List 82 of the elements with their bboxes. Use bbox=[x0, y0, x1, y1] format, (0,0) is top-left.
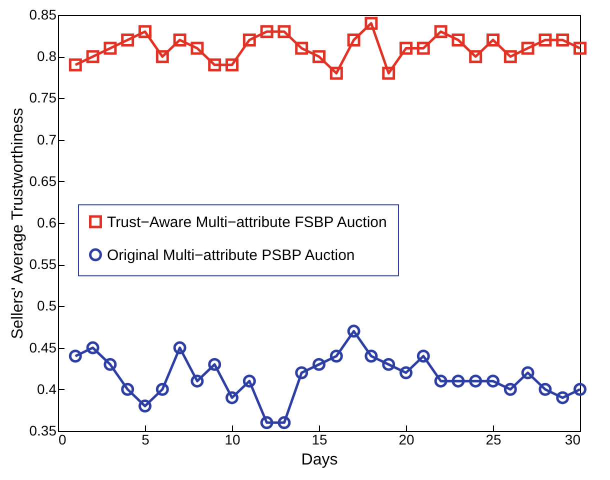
point bbox=[400, 42, 412, 55]
x-tick-label: 20 bbox=[398, 432, 414, 448]
x-tick-label: 5 bbox=[142, 432, 150, 448]
point bbox=[68, 350, 82, 363]
point bbox=[364, 16, 378, 30]
point bbox=[68, 58, 82, 72]
legend-label: Original Multi−attribute PSBP Auction bbox=[107, 246, 355, 264]
point bbox=[416, 350, 430, 363]
point bbox=[347, 33, 360, 46]
point bbox=[121, 33, 134, 46]
point bbox=[242, 374, 256, 388]
y-tick-label: 0.6 bbox=[37, 214, 57, 230]
point bbox=[312, 358, 326, 371]
point bbox=[521, 42, 534, 55]
point bbox=[226, 58, 238, 72]
point bbox=[104, 42, 117, 55]
point bbox=[469, 50, 482, 64]
point bbox=[538, 382, 552, 396]
point bbox=[295, 42, 308, 55]
point bbox=[226, 391, 238, 404]
point bbox=[382, 66, 396, 80]
point bbox=[574, 382, 586, 396]
point bbox=[242, 33, 256, 46]
point bbox=[416, 42, 430, 55]
y-tick-label: 0.55 bbox=[29, 256, 57, 272]
point bbox=[260, 416, 274, 430]
point bbox=[434, 374, 448, 388]
point bbox=[86, 341, 100, 354]
point bbox=[486, 33, 500, 46]
point bbox=[556, 33, 570, 46]
x-tick-label: 15 bbox=[312, 432, 328, 448]
point bbox=[104, 358, 117, 371]
point bbox=[121, 382, 134, 396]
y-axis-title: Sellers' Average Trustworthiness bbox=[9, 108, 26, 340]
point bbox=[452, 33, 465, 46]
y-tick-label: 0.45 bbox=[29, 339, 57, 356]
point bbox=[278, 25, 291, 38]
point bbox=[312, 50, 326, 64]
point bbox=[138, 400, 152, 413]
point bbox=[260, 25, 274, 38]
x-tick-label: 25 bbox=[486, 432, 502, 448]
point bbox=[295, 366, 308, 380]
point bbox=[504, 50, 517, 64]
x-axis-title: Days bbox=[301, 452, 338, 468]
point bbox=[156, 50, 169, 64]
y-tick-label: 0.75 bbox=[29, 90, 57, 106]
point bbox=[434, 25, 448, 38]
point bbox=[486, 374, 500, 388]
point bbox=[538, 33, 552, 46]
point bbox=[521, 366, 534, 380]
x-tick-label: 0 bbox=[58, 432, 66, 448]
point bbox=[330, 66, 343, 80]
point bbox=[364, 350, 378, 363]
point bbox=[469, 374, 482, 388]
point bbox=[208, 358, 222, 371]
point bbox=[347, 324, 360, 338]
y-tick-label: 0.35 bbox=[29, 422, 57, 438]
point bbox=[574, 42, 586, 55]
point bbox=[278, 416, 291, 430]
point bbox=[86, 50, 100, 64]
point bbox=[208, 58, 222, 72]
point bbox=[504, 382, 517, 396]
point bbox=[190, 374, 204, 388]
y-tick-label: 0.85 bbox=[29, 6, 57, 22]
point bbox=[382, 358, 396, 371]
point bbox=[556, 391, 570, 404]
y-tick-label: 0.5 bbox=[37, 298, 57, 314]
y-tick-label: 0.7 bbox=[37, 131, 57, 148]
point bbox=[173, 33, 186, 46]
point bbox=[138, 25, 152, 38]
point bbox=[400, 366, 412, 380]
point bbox=[173, 341, 186, 354]
point bbox=[330, 350, 343, 363]
point bbox=[190, 42, 204, 55]
point bbox=[156, 382, 169, 396]
x-tick-label: 30 bbox=[564, 432, 581, 448]
x-tick-label: 10 bbox=[224, 432, 240, 448]
y-tick-label: 0.65 bbox=[29, 172, 57, 189]
legend-label: Trust−Aware Multi−attribute FSBP Auction bbox=[107, 214, 387, 231]
point bbox=[452, 374, 465, 388]
y-tick-label: 0.8 bbox=[37, 48, 57, 64]
y-tick-label: 0.4 bbox=[37, 380, 57, 397]
